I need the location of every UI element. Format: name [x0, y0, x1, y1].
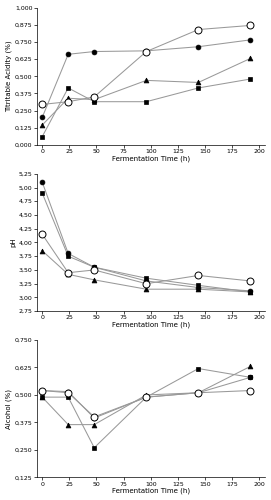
Y-axis label: pH: pH: [10, 238, 16, 248]
Y-axis label: Alcohol (%): Alcohol (%): [6, 388, 12, 428]
Y-axis label: Titritable Acidity (%): Titritable Acidity (%): [6, 40, 12, 112]
X-axis label: Fermentation Time (h): Fermentation Time (h): [112, 156, 190, 162]
X-axis label: Fermentation Time (h): Fermentation Time (h): [112, 488, 190, 494]
X-axis label: Fermentation Time (h): Fermentation Time (h): [112, 322, 190, 328]
